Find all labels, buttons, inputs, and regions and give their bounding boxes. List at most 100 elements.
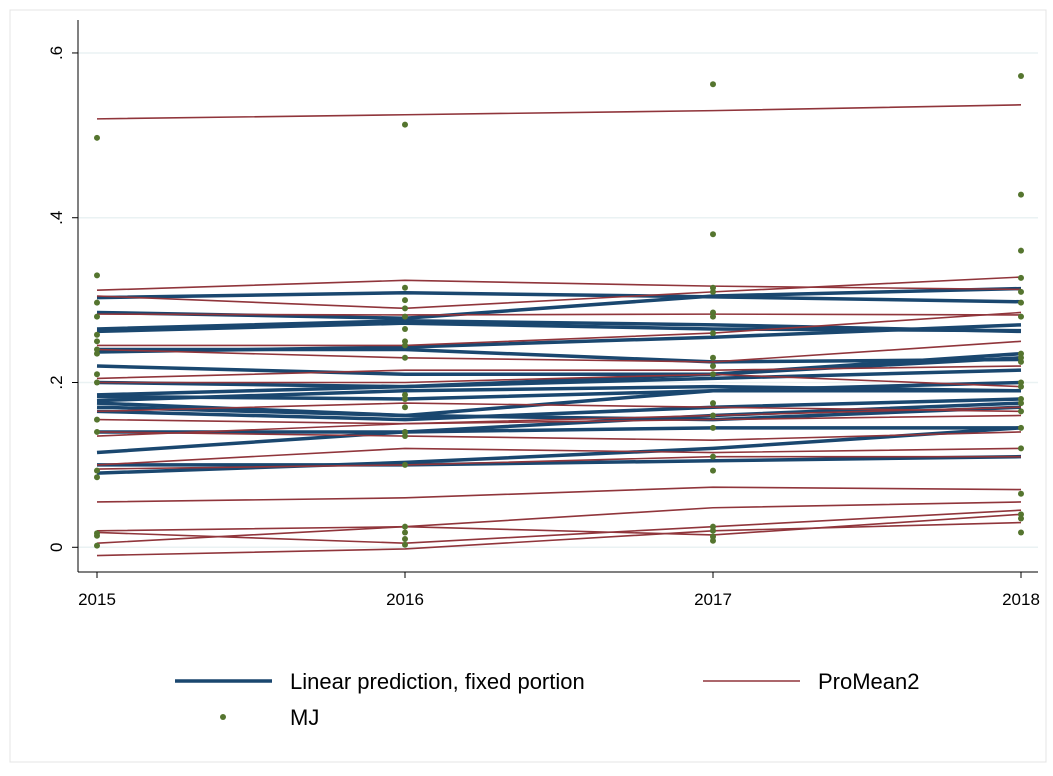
point xyxy=(94,313,100,320)
point xyxy=(710,313,716,320)
point xyxy=(710,363,716,370)
series-line xyxy=(96,368,1022,389)
point xyxy=(710,527,716,534)
series-line xyxy=(96,313,1022,316)
point xyxy=(402,354,408,361)
series-line xyxy=(96,513,1022,536)
point xyxy=(94,416,100,423)
point xyxy=(94,379,100,386)
series-line xyxy=(96,431,1022,441)
point xyxy=(1018,445,1024,452)
point xyxy=(710,533,716,540)
point xyxy=(402,529,408,536)
point xyxy=(1018,408,1024,415)
point xyxy=(94,542,100,549)
point xyxy=(402,404,408,411)
point xyxy=(94,331,100,338)
point xyxy=(402,342,408,349)
x-tick-label: 2017 xyxy=(694,590,732,609)
series-line xyxy=(97,347,1022,364)
series-line xyxy=(97,454,1022,467)
point xyxy=(710,354,716,361)
point xyxy=(1018,191,1024,198)
series-line xyxy=(96,426,1021,455)
series-line xyxy=(96,380,1022,418)
series-line xyxy=(97,373,1022,388)
series-line xyxy=(96,290,1022,304)
point xyxy=(94,272,100,279)
point xyxy=(1018,490,1024,497)
point xyxy=(710,309,716,316)
point xyxy=(1018,299,1024,306)
series-line xyxy=(96,384,1022,403)
y-tick-label: .4 xyxy=(47,211,66,225)
point xyxy=(94,338,100,345)
point xyxy=(1018,515,1024,522)
y-tick-label: 0 xyxy=(47,543,66,552)
point xyxy=(94,134,100,141)
point xyxy=(94,346,100,353)
point xyxy=(1018,313,1024,320)
series-line xyxy=(96,509,1022,544)
point xyxy=(402,461,408,468)
point xyxy=(94,371,100,378)
point xyxy=(402,325,408,332)
point xyxy=(710,467,716,474)
x-tick-label: 2018 xyxy=(1002,590,1040,609)
point xyxy=(710,453,716,460)
point xyxy=(402,305,408,312)
series-line xyxy=(96,397,1022,422)
point xyxy=(402,338,408,345)
point xyxy=(1018,424,1024,431)
point xyxy=(94,350,100,357)
point xyxy=(710,523,716,530)
point xyxy=(1018,247,1024,254)
point xyxy=(1018,73,1024,80)
series-line xyxy=(96,365,1022,380)
point xyxy=(402,428,408,435)
point xyxy=(710,231,716,238)
x-tick-label: 2015 xyxy=(78,590,116,609)
point xyxy=(402,523,408,530)
series-line xyxy=(96,447,1022,466)
legend-key xyxy=(220,714,226,720)
point xyxy=(94,299,100,306)
point xyxy=(1018,288,1024,295)
point xyxy=(710,81,716,88)
point xyxy=(710,400,716,407)
point xyxy=(402,297,408,304)
series-line xyxy=(96,286,1022,320)
point xyxy=(710,412,716,419)
point xyxy=(402,536,408,543)
point xyxy=(1018,354,1024,361)
point xyxy=(710,284,716,291)
point xyxy=(1018,379,1024,386)
series-line xyxy=(96,401,1022,422)
point xyxy=(94,467,100,474)
point xyxy=(1018,274,1024,281)
series-line xyxy=(97,311,1022,347)
legend-label: Linear prediction, fixed portion xyxy=(290,669,585,694)
point xyxy=(402,541,408,548)
point xyxy=(710,537,716,544)
series-line xyxy=(96,402,1022,413)
point xyxy=(1018,511,1024,518)
series-line xyxy=(96,455,1021,470)
x-tick-label: 2016 xyxy=(386,590,424,609)
series-line xyxy=(96,279,1022,292)
point xyxy=(402,284,408,291)
series-line xyxy=(96,426,1022,475)
series-line xyxy=(96,351,1022,397)
point xyxy=(94,532,100,539)
series-line xyxy=(96,388,1021,401)
point xyxy=(710,371,716,378)
point xyxy=(402,121,408,128)
point xyxy=(1018,383,1024,390)
point xyxy=(1018,350,1024,357)
y-tick-label: .6 xyxy=(47,46,66,60)
series-line xyxy=(96,501,1022,544)
point xyxy=(402,433,408,440)
series-line xyxy=(96,340,1022,363)
series-line xyxy=(96,406,1022,437)
